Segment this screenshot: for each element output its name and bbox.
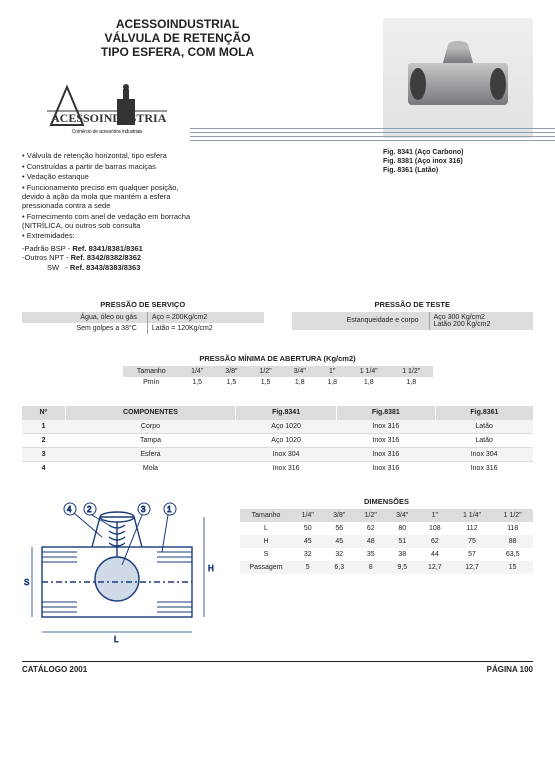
- svg-text:H: H: [208, 564, 214, 573]
- fig-3: Fig. 8361 (Latão): [383, 166, 533, 175]
- table-row: 4MolaInox 316Inox 316Inox 316: [22, 461, 533, 475]
- bullet-6: • Extremidades:: [22, 231, 197, 240]
- table-row: 3EsferaInox 304Inox 316Inox 304: [22, 447, 533, 461]
- table-row: Passagem56,389,512,712,715: [240, 561, 533, 574]
- title-line-3: TIPO ESFERA, COM MOLA: [22, 46, 333, 60]
- page-footer: CATÁLOGO 2001 PÁGINA 100: [22, 661, 533, 674]
- ref-2: Ref. 8342/8382/8362: [71, 253, 141, 262]
- min-open-table: Tamanho 1/4"3/8" 1/2"3/4" 1"1 1/4" 1 1/2…: [123, 366, 433, 388]
- test-r1c1: Estanqueidade e corpo: [292, 312, 430, 330]
- drawing-icon: 4 2 3 1 L S H: [22, 497, 222, 647]
- bullet-2: • Construídas a partir de barras maciças: [22, 162, 197, 171]
- svg-text:2: 2: [87, 505, 92, 514]
- page-title: ACESSOINDUSTRIAL VÁLVULA DE RETENÇÃO TIP…: [22, 18, 333, 59]
- table-row: S32323538445763,5: [240, 548, 533, 561]
- svg-text:S: S: [24, 578, 29, 587]
- bullet-3: • Vedação estanque: [22, 172, 197, 181]
- title-line-1: ACESSOINDUSTRIAL: [22, 18, 333, 32]
- ref-1-pre: -Padrão BSP -: [22, 244, 72, 253]
- title-line-2: VÁLVULA DE RETENÇÃO: [22, 32, 333, 46]
- test-pressure-table: Estanqueidade e corpo Aço 300 Kg/cm2Latã…: [292, 312, 534, 330]
- service-pressure-table: Água, óleo ou gásAço = 200Kg/cm2 Sem gol…: [22, 312, 264, 334]
- figure-caption: Fig. 8341 (Aço Carbono) Fig. 8381 (Aço i…: [383, 148, 533, 175]
- svg-text:ACESSOINDUSTRIA: ACESSOINDUSTRIA: [51, 111, 167, 125]
- min-open-head-label: Tamanho: [123, 366, 181, 377]
- svg-text:1: 1: [167, 505, 172, 514]
- test-pressure-title: PRESSÃO DE TESTE: [292, 300, 534, 309]
- brand-logo: ACESSOINDUSTRIA Comércio de acessórios i…: [22, 81, 192, 135]
- svc-r2c2: Latão = 120Kg/cm2: [147, 323, 263, 334]
- logo-icon: ACESSOINDUSTRIA: [47, 81, 167, 127]
- footer-left: CATÁLOGO 2001: [22, 665, 87, 674]
- table-row: L50566280108112118: [240, 522, 533, 535]
- product-photo: [383, 18, 533, 138]
- svc-r1c1: Água, óleo ou gás: [22, 312, 147, 323]
- bullet-4: • Funcionamento preciso em qualquer posi…: [22, 183, 197, 211]
- footer-right: PÁGINA 100: [487, 665, 533, 674]
- ref-1: Ref. 8341/8381/8361: [72, 244, 142, 253]
- dimensions-table: Tamanho 1/4"3/8" 1/2"3/4" 1"1 1/4" 1 1/2…: [240, 509, 533, 574]
- dimensions-title: DIMENSÕES: [240, 497, 533, 506]
- svg-text:L: L: [114, 635, 119, 644]
- min-open-title: PRESSÃO MÍNIMA DE ABERTURA (Kg/cm2): [123, 354, 433, 363]
- logo-subtitle: Comércio de acessórios industriais: [22, 129, 192, 135]
- svc-r2c1: Sem golpes a 38°C: [22, 323, 147, 334]
- feature-bullets: • Válvula de retenção horizontal, tipo e…: [22, 151, 197, 272]
- fig-1: Fig. 8341 (Aço Carbono): [383, 148, 533, 157]
- technical-drawing: 4 2 3 1 L S H: [22, 497, 222, 649]
- components-table: Nº COMPONENTES Fig.8341 Fig.8381 Fig.836…: [22, 406, 533, 475]
- min-open-row-label: Pmín: [123, 377, 181, 388]
- svg-text:4: 4: [67, 505, 72, 514]
- fig-2: Fig. 8381 (Aço inox 316): [383, 157, 533, 166]
- ref-3-pre: SW -: [22, 263, 70, 272]
- divider-lines: [190, 128, 555, 144]
- table-row: 2TampaAço 1020Inox 316Latão: [22, 433, 533, 447]
- service-pressure-title: PRESSÃO DE SERVIÇO: [22, 300, 264, 309]
- table-row: 1CorpoAço 1020Inox 316Latão: [22, 419, 533, 433]
- valve-photo-icon: [398, 33, 518, 123]
- svc-r1c2: Aço = 200Kg/cm2: [147, 312, 263, 323]
- ref-3: Ref. 8343/8383/8363: [70, 263, 140, 272]
- test-r1c2: Aço 300 Kg/cm2Latão 200 Kg/cm2: [429, 312, 533, 330]
- svg-text:3: 3: [141, 505, 146, 514]
- ref-2-pre: -Outros NPT -: [22, 253, 71, 262]
- bullet-5: • Fornecimento com anel de vedação em bo…: [22, 212, 197, 231]
- bullet-1: • Válvula de retenção horizontal, tipo e…: [22, 151, 197, 160]
- table-row: H45454851627588: [240, 535, 533, 548]
- reference-codes: -Padrão BSP - Ref. 8341/8381/8361 -Outro…: [22, 244, 197, 272]
